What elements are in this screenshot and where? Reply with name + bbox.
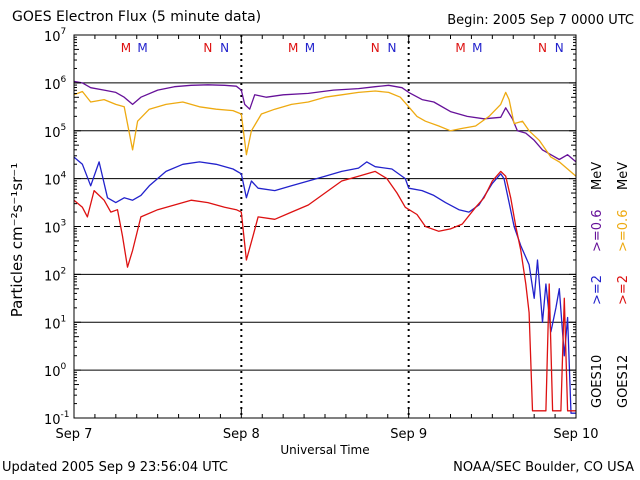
y-tick-label: 106 — [44, 75, 67, 93]
x-tick-label: Sep 7 — [56, 427, 93, 442]
x-tick-label: Sep 10 — [553, 427, 598, 442]
unit-label-goes10: MeV — [590, 162, 605, 190]
unit-label-goes12: MeV — [616, 162, 631, 190]
satellite-marker: M — [305, 41, 315, 55]
x-tick-label: Sep 9 — [390, 427, 427, 442]
day-separators — [240, 35, 410, 418]
goes10-ge2-label: >=2 — [590, 275, 605, 305]
x-axis-ticks: Sep 7 Sep 8 Sep 9 Sep 10 — [56, 35, 599, 442]
series-line — [73, 80, 577, 163]
y-tick-label: 10-1 — [44, 410, 70, 428]
x-tick-label: Sep 8 — [223, 427, 260, 442]
goes12-ge06-label: >=0.6 — [616, 210, 631, 252]
y-axis-ticks: 107 106 105 104 103 102 101 100 10-1 — [44, 27, 576, 428]
goes12-ge2-label: >=2 — [616, 275, 631, 305]
series-side-labels: GOES10 GOES12 >=2 >=2 >=0.6 >=0.6 MeV Me… — [590, 162, 631, 408]
series-line — [73, 170, 576, 412]
satellite-marker: N — [220, 41, 229, 55]
source-credit: NOAA/SEC Boulder, CO USA — [453, 460, 634, 475]
y-tick-label: 104 — [44, 171, 67, 189]
y-tick-label: 100 — [44, 362, 67, 380]
satellite-marker: N — [538, 41, 547, 55]
updated-time: Updated 2005 Sep 9 23:56:04 UTC — [2, 460, 229, 475]
satellite-marker: N — [371, 41, 380, 55]
satellite-marker: M — [121, 41, 131, 55]
y-tick-label: 103 — [44, 219, 66, 237]
satellite-marker: N — [555, 41, 564, 55]
y-tick-label: 101 — [44, 314, 66, 332]
y-tick-label: 105 — [44, 123, 66, 141]
satellite-marker: N — [387, 41, 396, 55]
x-axis-label: Universal Time — [280, 443, 369, 457]
goes12-label: GOES12 — [616, 355, 631, 408]
series-line — [73, 90, 577, 177]
flux-series — [73, 80, 577, 414]
y-tick-label: 107 — [44, 27, 66, 45]
satellite-marker: N — [203, 41, 212, 55]
series-line — [73, 156, 576, 414]
satellite-marker: M — [137, 41, 147, 55]
goes10-label: GOES10 — [590, 355, 605, 408]
chart-title: GOES Electron Flux (5 minute data) — [12, 9, 262, 25]
y-tick-label: 102 — [44, 266, 66, 284]
goes10-ge06-label: >=0.6 — [590, 210, 605, 252]
satellite-marker: M — [455, 41, 465, 55]
y-axis-label: Particles cm⁻²s⁻¹sr⁻¹ — [8, 163, 26, 317]
satellite-marker: M — [288, 41, 298, 55]
satellite-marker: M — [472, 41, 482, 55]
begin-time: Begin: 2005 Sep 7 0000 UTC — [447, 13, 634, 28]
gridlines — [74, 82, 576, 371]
